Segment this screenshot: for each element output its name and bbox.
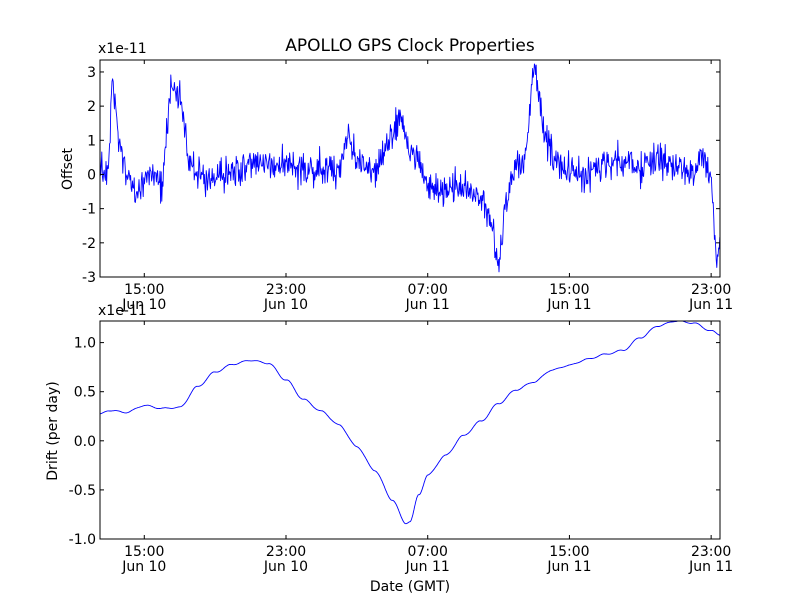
offset-exponent-label: x1e-11: [98, 41, 147, 57]
y-tick-label: 2: [87, 99, 96, 115]
drift-y-label: Drift (per day): [45, 381, 61, 480]
x-tick-date-label: Jun 10: [121, 297, 166, 313]
x-tick-time-label: 23:00: [266, 544, 306, 560]
offset-series-line: [100, 63, 720, 273]
x-tick-time-label: 23:00: [691, 544, 731, 560]
chart-title: APOLLO GPS Clock Properties: [285, 36, 535, 56]
x-tick-time-label: 07:00: [408, 544, 448, 560]
drift-series-line: [100, 321, 720, 525]
y-tick-label: 0.5: [74, 385, 96, 401]
offset-y-label: Offset: [60, 147, 76, 190]
x-tick-time-label: 15:00: [124, 544, 164, 560]
y-tick-label: 0: [87, 167, 96, 183]
x-tick-time-label: 15:00: [124, 282, 164, 298]
drift-exponent-label: x1e-11: [98, 303, 147, 319]
drift-axes: x1e-11 Drift (per day) 1.0 0.5 0.0 -0.5 -1.0…: [45, 303, 733, 575]
y-tick-label: -1.0: [69, 532, 96, 548]
x-tick-time-label: 15:00: [549, 544, 589, 560]
axes-frame: [99, 59, 721, 278]
x-tick-date-label: Jun 11: [405, 297, 450, 313]
x-tick-date-label: Jun 10: [121, 559, 166, 575]
y-tick-label: 1.0: [74, 336, 96, 352]
x-tick-date-label: Jun 11: [546, 297, 591, 313]
x-tick-date-label: Jun 10: [263, 297, 308, 313]
axes-frame: [99, 320, 721, 540]
x-tick-date-label: Jun 10: [263, 559, 308, 575]
x-tick-date-label: Jun 11: [405, 559, 450, 575]
y-tick-label: 3: [87, 65, 96, 81]
x-tick-date-label: Jun 11: [688, 297, 733, 313]
x-tick-time-label: 15:00: [549, 282, 589, 298]
y-tick-label: -0.5: [69, 483, 96, 499]
y-tick-label: -2: [82, 236, 96, 252]
x-tick-time-label: 23:00: [691, 282, 731, 298]
x-tick-date-label: Jun 11: [688, 559, 733, 575]
y-tick-label: -1: [82, 202, 96, 218]
y-tick-label: 1: [87, 133, 96, 149]
y-tick-label: 0.0: [74, 434, 96, 450]
x-axis-label: Date (GMT): [370, 579, 450, 595]
x-tick-time-label: 07:00: [408, 282, 448, 298]
y-tick-label: -3: [82, 270, 96, 286]
x-tick-date-label: Jun 11: [546, 559, 591, 575]
x-tick-time-label: 23:00: [266, 282, 306, 298]
